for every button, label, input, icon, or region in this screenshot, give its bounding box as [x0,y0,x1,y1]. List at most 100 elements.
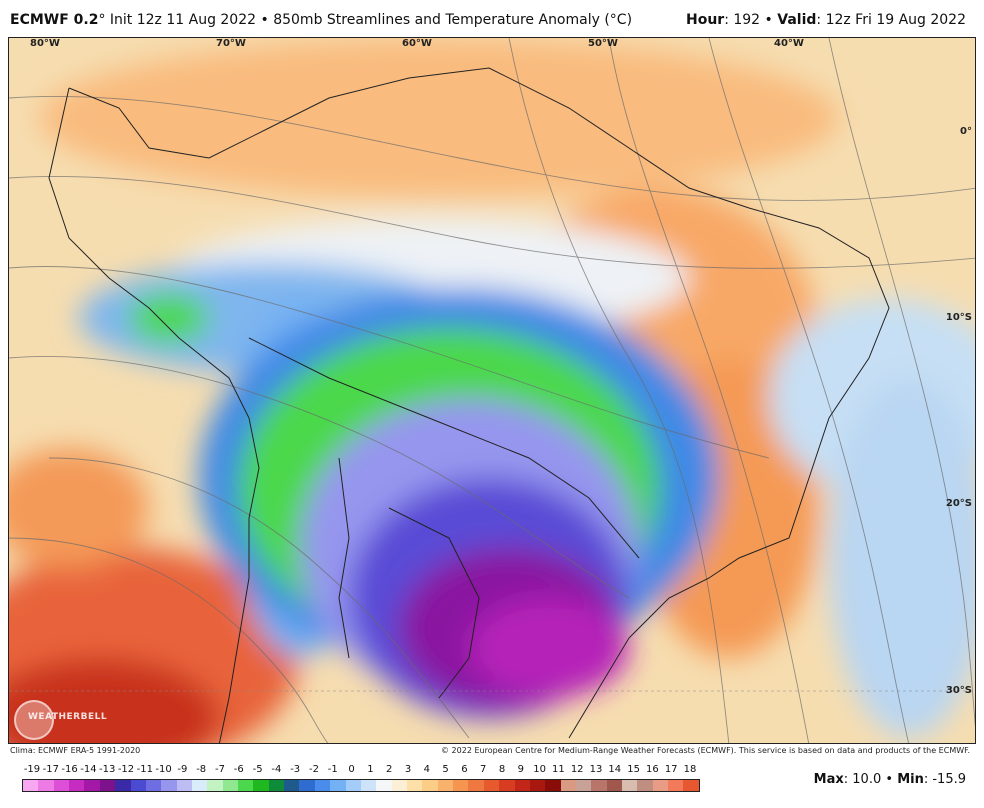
lat-label-30s: 30°S [945,685,972,696]
colorbar-tick-label: 8 [498,764,506,775]
colorbar-tick-label: 0 [348,764,355,775]
colorbar-tick-label: 4 [423,764,430,775]
colorbar-tick-label: -17 [42,764,59,775]
colorbar-swatch [652,780,669,791]
colorbar-tick-label: -8 [196,764,207,775]
colorbar-tick-label: 6 [461,764,468,775]
colorbar [22,779,700,792]
colorbar-tick-label: 9 [517,764,524,775]
colorbar-swatch [668,780,684,791]
coastlines [48,67,890,743]
climo-text: Clima: ECMWF ERA-5 1991-2020 [10,746,141,755]
max-value: : 10.0 [843,772,882,787]
lon-label-40w: 40°W [774,38,804,49]
colorbar-tick-label: -5 [252,764,263,775]
colorbar-swatch [406,780,423,791]
colorbar-swatch [84,780,100,791]
lat-label-0: 0° [960,126,972,137]
colorbar-swatch [253,780,269,791]
colorbar-swatch [606,780,623,791]
colorbar-tick-label: -12 [117,764,135,775]
colorbar-tick-label: 11 [552,764,565,775]
copyright-text: © 2022 European Centre for Medium-Range … [441,746,970,755]
colorbar-swatch [69,780,85,791]
colorbar-tick-label: 14 [608,764,622,775]
colorbar-swatch [545,780,561,791]
colorbar-swatch [575,780,592,791]
colorbar-swatch [483,780,500,791]
colorbar-tick-label: -19 [23,764,41,775]
colorbar-swatch [99,780,116,791]
colorbar-swatch [145,780,162,791]
colorbar-swatch [591,780,607,791]
colorbar-tick-label: -11 [136,764,153,775]
colorbar-swatch [514,780,530,791]
lon-label-50w: 50°W [588,38,618,49]
header-bullet: • [260,12,269,28]
colorbar-swatch [268,780,285,791]
hour-label: Hour [685,12,725,28]
colorbar-swatch [437,780,454,791]
colorbar-swatch [53,780,70,791]
colorbar-swatch [391,780,407,791]
colorbar-swatch [345,780,361,791]
min-label: Min [897,772,924,787]
weather-map [8,37,976,744]
colorbar-swatch [330,780,346,791]
min-value: : -15.9 [923,772,966,787]
colorbar-tick-label: -4 [271,764,282,775]
header: ECMWF 0.2° Init 12z 11 Aug 2022 • 850mb … [0,0,984,36]
colorbar-swatch [314,780,331,791]
model-name: ECMWF 0.2 [10,12,99,28]
colorbar-tick-label: 1 [367,764,374,775]
lat-label-20s: 20°S [945,498,972,509]
lat-label-10s: 10°S [945,312,972,323]
colorbar-tick-label: 17 [664,764,678,775]
colorbar-swatch [191,780,208,791]
colorbar-tick-label: -6 [233,764,244,775]
colorbar-tick-label: 15 [627,764,640,775]
colorbar-tick-label: 18 [683,764,697,775]
colorbar-swatch [207,780,223,791]
colorbar-swatch [468,780,484,791]
max-min-stats: Max: 10.0 • Min: -15.9 [814,772,966,787]
colorbar-swatch [529,780,546,791]
colorbar-tick-label: -16 [61,764,78,775]
colorbar-tick-label: 13 [589,764,603,775]
map-svg [9,38,975,743]
colorbar-tick-label: 7 [480,764,487,775]
product-name: 850mb Streamlines and Temperature Anomal… [273,12,633,28]
colorbar-tick-label: 10 [533,764,546,775]
colorbar-swatch [376,780,392,791]
colorbar-swatch [284,780,300,791]
header-valid: Hour: 192 • Valid: 12z Fri 19 Aug 2022 [686,12,966,28]
colorbar-swatch [23,780,39,791]
colorbar-swatch [130,780,146,791]
valid-label: Valid [777,12,817,28]
colorbar-tick-label: 2 [386,764,393,775]
colorbar-swatch [176,780,192,791]
colorbar-swatch [360,780,377,791]
colorbar-tick-label: 16 [646,764,659,775]
colorbar-swatch [637,780,653,791]
colorbar-swatch [222,780,239,791]
lon-label-80w: 80°W [30,38,60,49]
valid-value: : 12z Fri 19 Aug 2022 [816,12,966,28]
colorbar-tick-label: -7 [215,764,225,775]
colorbar-swatch [683,780,699,791]
colorbar-tick-label: -14 [80,764,97,775]
colorbar-tick-label: 12 [570,764,584,775]
hour-value: : 192 [724,12,761,28]
colorbar-labels: -19 -17 -16 -14 -13 -12 -11 -10 -9 -8 -7 -6 -5 -4 -3 -2… [22,764,702,778]
colorbar-swatch [560,780,576,791]
init-time: Init 12z 11 Aug 2022 [109,12,257,28]
colorbar-tick-label: -9 [177,764,188,775]
colorbar-swatch [422,780,438,791]
max-label: Max [813,772,844,787]
degree-symbol: ° [98,12,106,28]
colorbar-swatch [299,780,315,791]
colorbar-tick-label: -1 [327,764,338,775]
colorbar-swatch [622,780,638,791]
header-bullet-2: • [764,12,773,28]
colorbar-tick-label: 5 [442,764,449,775]
